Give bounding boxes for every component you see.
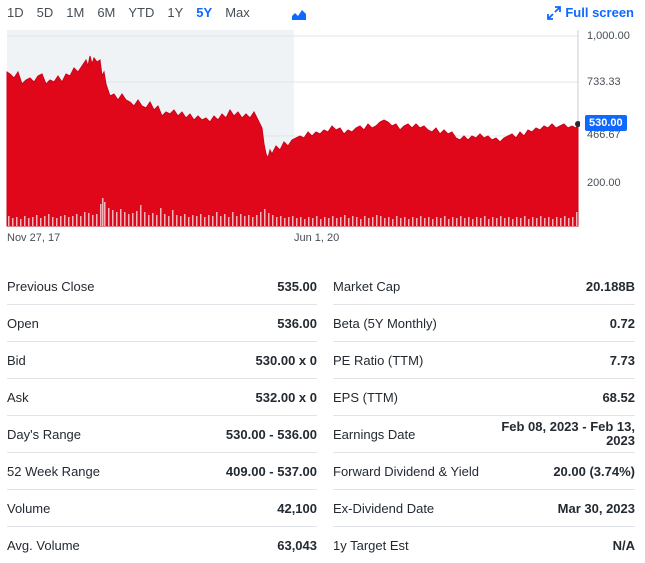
stat-row: Ask 532.00 x 0	[7, 379, 317, 416]
stat-row: Bid 530.00 x 0	[7, 342, 317, 379]
stat-value: 0.72	[609, 315, 635, 331]
stat-value: 20.188B	[585, 278, 635, 294]
stat-label: Beta (5Y Monthly)	[333, 315, 437, 331]
x-tick-label: Nov 27, 17	[7, 232, 61, 244]
stat-row: Market Cap 20.188B	[333, 268, 635, 305]
full-screen-label: Full screen	[565, 5, 634, 20]
range-tabs: 1D 5D 1M 6M YTD 1Y 5Y Max	[0, 4, 263, 22]
stat-row: Ex-Dividend Date Mar 30, 2023	[333, 490, 635, 527]
tab-1y[interactable]: 1Y	[167, 5, 184, 20]
tab-1m[interactable]: 1M	[66, 5, 85, 20]
stat-row: Volume 42,100	[7, 490, 317, 527]
stat-row: Forward Dividend & Yield 20.00 (3.74%)	[333, 453, 635, 490]
stat-label: Volume	[7, 500, 51, 516]
tab-max[interactable]: Max	[225, 5, 250, 20]
stat-value: 530.00 - 536.00	[225, 426, 317, 442]
stat-label: Open	[7, 315, 39, 331]
stat-label: Market Cap	[333, 278, 401, 294]
price-area	[6, 55, 579, 227]
stat-label: Avg. Volume	[7, 537, 80, 553]
stat-value: 532.00 x 0	[255, 389, 317, 405]
y-tick-label: 733.33	[587, 76, 621, 88]
stat-value: Feb 08, 2023 - Feb 13, 2023	[501, 419, 635, 448]
stat-value: 535.00	[277, 278, 317, 294]
stat-label: Previous Close	[7, 278, 95, 294]
stat-row: Earnings Date Feb 08, 2023 - Feb 13, 2023	[333, 416, 635, 453]
y-tick-label: 466.67	[587, 129, 621, 141]
mountain-chart-icon[interactable]	[292, 8, 306, 20]
current-price-dot	[575, 121, 580, 127]
stat-row: PE Ratio (TTM) 7.73	[333, 342, 635, 379]
quote-summary-right: Market Cap 20.188B Beta (5Y Monthly) 0.72 …	[333, 268, 635, 563]
stat-label: Ask	[7, 389, 29, 405]
tab-6m[interactable]: 6M	[97, 5, 116, 20]
stat-value: 536.00	[277, 315, 317, 331]
stat-value: 68.52	[602, 389, 635, 405]
stat-label: Earnings Date	[333, 426, 416, 442]
stat-label: EPS (TTM)	[333, 389, 398, 405]
y-tick-label: 200.00	[587, 177, 621, 189]
stat-value: 530.00 x 0	[255, 352, 317, 368]
stat-value: 7.73	[609, 352, 635, 368]
stat-label: PE Ratio (TTM)	[333, 352, 424, 368]
stat-label: 1y Target Est	[333, 537, 409, 553]
stat-row: EPS (TTM) 68.52	[333, 379, 635, 416]
stat-row: Open 536.00	[7, 305, 317, 342]
stat-label: Ex-Dividend Date	[333, 500, 435, 516]
price-chart[interactable]: 1,000.00 733.33 466.67 200.00 530.00 Nov…	[0, 26, 645, 252]
stat-value: Mar 30, 2023	[557, 500, 635, 516]
stat-row: 1y Target Est N/A	[333, 527, 635, 563]
chart-canvas	[6, 30, 580, 227]
y-tick-label: 1,000.00	[587, 30, 630, 42]
stat-row: Day's Range 530.00 - 536.00	[7, 416, 317, 453]
stat-value: N/A	[612, 537, 635, 553]
expand-icon	[547, 6, 562, 20]
current-price-badge: 530.00	[585, 115, 627, 131]
stat-row: 52 Week Range 409.00 - 537.00	[7, 453, 317, 490]
stat-value: 63,043	[277, 537, 317, 553]
stat-row: Beta (5Y Monthly) 0.72	[333, 305, 635, 342]
x-tick-label: Jun 1, 20	[294, 232, 340, 244]
stat-value: 20.00 (3.74%)	[553, 463, 635, 479]
stat-value: 42,100	[277, 500, 317, 516]
tab-5y[interactable]: 5Y	[196, 5, 213, 20]
stat-label: Forward Dividend & Yield	[333, 463, 479, 479]
stat-label: 52 Week Range	[7, 463, 100, 479]
stat-label: Day's Range	[7, 426, 82, 442]
quote-summary-left: Previous Close 535.00 Open 536.00 Bid 530.0…	[7, 268, 317, 563]
volume-bars	[8, 198, 578, 226]
tab-5d[interactable]: 5D	[36, 5, 54, 20]
stat-value: 409.00 - 537.00	[225, 463, 317, 479]
stat-label: Bid	[7, 352, 26, 368]
full-screen-button[interactable]: Full screen	[547, 4, 634, 22]
stat-row: Avg. Volume 63,043	[7, 527, 317, 563]
tab-ytd[interactable]: YTD	[128, 5, 155, 20]
stat-row: Previous Close 535.00	[7, 268, 317, 305]
tab-1d[interactable]: 1D	[7, 5, 24, 20]
